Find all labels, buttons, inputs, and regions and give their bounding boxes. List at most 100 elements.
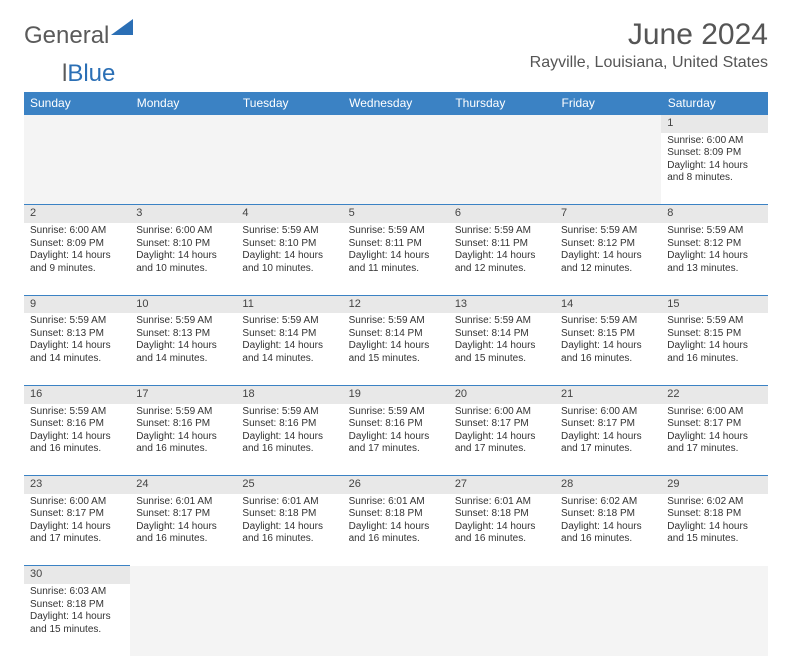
day-number-cell: 23 [24, 476, 130, 494]
sunrise-text: Sunrise: 5:59 AM [349, 225, 443, 238]
weekday-header: Friday [555, 92, 661, 115]
day-cell: Sunrise: 6:00 AMSunset: 8:17 PMDaylight:… [661, 404, 767, 476]
daylight1-text: Daylight: 14 hours [136, 250, 230, 263]
daylight1-text: Daylight: 14 hours [30, 521, 124, 534]
day-cell: Sunrise: 6:00 AMSunset: 8:17 PMDaylight:… [555, 404, 661, 476]
sunrise-text: Sunrise: 6:02 AM [561, 496, 655, 509]
daylight2-text: and 13 minutes. [667, 263, 761, 276]
day-cell [236, 133, 342, 205]
data-row: Sunrise: 5:59 AM Sunset: 8:13 PM Daylight:… [24, 313, 768, 385]
day-cell [236, 584, 342, 656]
daylight1-text: Daylight: 14 hours [455, 431, 549, 444]
sunset-text: Sunset: 8:13 PM [30, 328, 124, 341]
data-row: Sunrise: 6:00 AMSunset: 8:09 PMDaylight:… [24, 133, 768, 205]
day-number-cell: 2 [24, 205, 130, 223]
sunset-text: Sunset: 8:12 PM [561, 238, 655, 251]
sunrise-text: Sunrise: 6:00 AM [667, 135, 761, 148]
sunrise-text: Sunrise: 6:00 AM [136, 225, 230, 238]
daylight2-text: and 15 minutes. [667, 533, 761, 546]
sunrise-text: Sunrise: 5:59 AM [561, 225, 655, 238]
daylight1-text: Daylight: 14 hours [30, 250, 124, 263]
day-number-cell: 24 [130, 476, 236, 494]
sunset-text: Sunset: 8:17 PM [667, 418, 761, 431]
day-cell: Sunrise: 5:59 AMSunset: 8:12 PMDaylight:… [661, 223, 767, 295]
sunrise-text: Sunrise: 6:00 AM [455, 406, 549, 419]
daylight2-text: and 15 minutes. [30, 624, 124, 637]
daylight2-text: and 10 minutes. [242, 263, 336, 276]
brand-logo: General [24, 18, 133, 50]
day-cell: Sunrise: 5:59 AMSunset: 8:16 PMDaylight:… [236, 404, 342, 476]
daylight1-text: Daylight: 14 hours [455, 521, 549, 534]
daylight2-text: and 10 minutes. [136, 263, 230, 276]
day-number-cell [661, 566, 767, 584]
sunset-text: Sunset: 8:16 PM [349, 418, 443, 431]
day-number-cell: 19 [343, 385, 449, 403]
daynum-row: 9101112131415 [24, 295, 768, 313]
sunset-text: Sunset: 8:15 PM [667, 328, 761, 341]
day-number-cell: 4 [236, 205, 342, 223]
daylight2-text: and 17 minutes. [667, 443, 761, 456]
day-cell [343, 584, 449, 656]
day-number-cell: 18 [236, 385, 342, 403]
sunrise-text: Sunrise: 5:59 AM [242, 406, 336, 419]
day-number-cell [343, 115, 449, 133]
day-cell: Sunrise: 5:59 AMSunset: 8:16 PMDaylight:… [24, 404, 130, 476]
sunrise-text: Sunrise: 6:00 AM [30, 225, 124, 238]
daylight1-text: Daylight: 14 hours [136, 431, 230, 444]
day-number-cell: 1 [661, 115, 767, 133]
day-number-cell: 14 [555, 295, 661, 313]
day-number-cell: 25 [236, 476, 342, 494]
sunset-text: Sunset: 8:18 PM [242, 508, 336, 521]
sunset-text: Sunset: 8:09 PM [30, 238, 124, 251]
sunrise-text: Sunrise: 5:59 AM [349, 406, 443, 419]
day-number-cell [236, 566, 342, 584]
daylight1-text: Daylight: 14 hours [667, 340, 761, 353]
day-cell: Sunrise: 5:59 AMSunset: 8:10 PMDaylight:… [236, 223, 342, 295]
day-number-cell: 28 [555, 476, 661, 494]
sunset-text: Sunset: 8:18 PM [30, 599, 124, 612]
day-cell: Sunrise: 5:59 AMSunset: 8:11 PMDaylight:… [343, 223, 449, 295]
month-title: June 2024 [530, 18, 768, 52]
day-number-cell [449, 566, 555, 584]
day-cell [24, 133, 130, 205]
daylight1-text: Daylight: 14 hours [136, 340, 230, 353]
sunset-text: Sunset: 8:11 PM [455, 238, 549, 251]
day-number-cell: 30 [24, 566, 130, 584]
weekday-header: Sunday [24, 92, 130, 115]
sunrise-text: Sunrise: 6:01 AM [242, 496, 336, 509]
daylight1-text: Daylight: 14 hours [349, 431, 443, 444]
day-cell [449, 584, 555, 656]
daylight1-text: Daylight: 14 hours [455, 250, 549, 263]
day-number-cell [555, 566, 661, 584]
day-number-cell [236, 115, 342, 133]
sunrise-text: Sunrise: 6:01 AM [136, 496, 230, 509]
daylight1-text: Daylight: 14 hours [561, 250, 655, 263]
day-cell: Sunrise: 5:59 AMSunset: 8:14 PMDaylight:… [449, 313, 555, 385]
day-cell [343, 133, 449, 205]
day-cell: Sunrise: 5:59 AMSunset: 8:13 PMDaylight:… [24, 313, 130, 385]
daynum-row: 30 [24, 566, 768, 584]
sunset-text: Sunset: 8:18 PM [455, 508, 549, 521]
sunrise-text: Sunrise: 5:59 AM [455, 315, 549, 328]
daylight1-text: Daylight: 14 hours [242, 250, 336, 263]
brand-part1: General [24, 22, 109, 50]
weekday-header: Thursday [449, 92, 555, 115]
day-cell: Sunrise: 6:01 AMSunset: 8:18 PMDaylight:… [449, 494, 555, 566]
brand-blue: Blue [67, 60, 115, 87]
sunset-text: Sunset: 8:18 PM [349, 508, 443, 521]
day-number-cell: 16 [24, 385, 130, 403]
daylight2-text: and 16 minutes. [30, 443, 124, 456]
day-number-cell: 10 [130, 295, 236, 313]
day-cell: Sunrise: 5:59 AMSunset: 8:16 PMDaylight:… [343, 404, 449, 476]
data-row: Sunrise: 6:00 AMSunset: 8:09 PMDaylight:… [24, 223, 768, 295]
sunset-text: Sunset: 8:11 PM [349, 238, 443, 251]
day-number-cell [24, 115, 130, 133]
daylight2-text: and 16 minutes. [242, 443, 336, 456]
daylight1-text: Daylight: 14 hours [561, 340, 655, 353]
daylight2-text: and 16 minutes. [242, 533, 336, 546]
sunrise-text: Sunrise: 5:59 AM [30, 406, 124, 419]
sunset-text: Sunset: 8:14 PM [349, 328, 443, 341]
daylight2-text: and 14 minutes. [242, 353, 336, 366]
sunset-text: Sunset: 8:14 PM [242, 328, 336, 341]
daylight1-text: Daylight: 14 hours [242, 431, 336, 444]
